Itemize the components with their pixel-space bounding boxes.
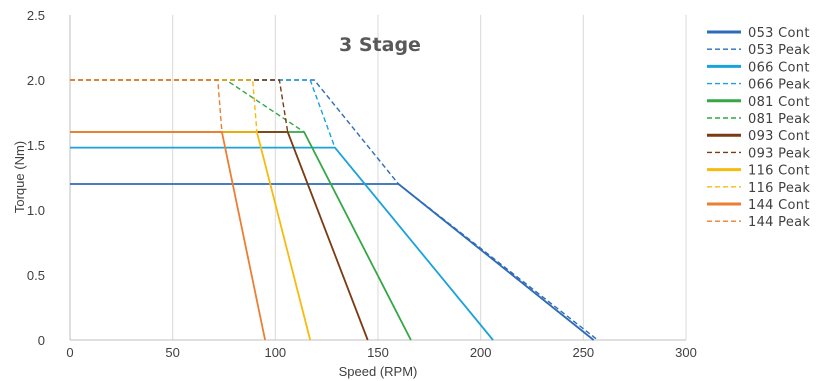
- series-144-peak: [70, 79, 223, 133]
- x-axis-label: Speed (RPM): [339, 364, 418, 379]
- legend-label: 144 Peak: [748, 215, 810, 230]
- legend-label: 066 Peak: [748, 78, 810, 93]
- series-053-peak: [70, 79, 599, 341]
- series-116-peak: [70, 79, 258, 133]
- series-144-cont: [70, 131, 266, 341]
- y-tick-label: 2.5: [27, 8, 45, 23]
- x-tick-label: 0: [66, 345, 73, 360]
- legend-label: 066 Cont: [748, 60, 810, 75]
- series-lines: [70, 79, 599, 341]
- series-066-cont: [70, 146, 494, 341]
- y-tick-label: 1.0: [27, 203, 45, 218]
- y-axis-ticks: 0 0.5 1.0 1.5 2.0 2.5: [27, 8, 45, 348]
- x-axis-ticks: 0 50 100 150 200 250 300: [66, 345, 696, 360]
- series-093-peak: [70, 79, 289, 133]
- legend-label: 093 Peak: [748, 146, 810, 161]
- legend: 053 Cont 053 Peak 066 Cont 066 Peak 081 Cont…: [707, 26, 810, 230]
- series-081-peak: [70, 79, 305, 133]
- x-tick-label: 250: [572, 345, 594, 360]
- axes: [69, 15, 686, 341]
- x-tick-label: 200: [470, 345, 492, 360]
- series-081-cont: [70, 131, 412, 341]
- x-tick-label: 300: [675, 345, 697, 360]
- legend-label: 116 Cont: [748, 164, 810, 179]
- legend-label: 053 Peak: [748, 43, 810, 58]
- grid-lines: [172, 15, 687, 340]
- series-066-peak: [70, 79, 336, 148]
- x-tick-label: 100: [264, 345, 286, 360]
- legend-label: 081 Cont: [748, 95, 810, 110]
- series-116-cont: [70, 131, 312, 341]
- legend-label: 116 Peak: [748, 181, 810, 196]
- x-tick-label: 50: [165, 345, 179, 360]
- legend-label: 081 Peak: [748, 112, 810, 127]
- y-tick-label: 1.5: [27, 138, 45, 153]
- y-tick-label: 0.5: [27, 268, 45, 283]
- y-tick-label: 2.0: [27, 73, 45, 88]
- legend-label: 053 Cont: [748, 26, 810, 41]
- legend-label: 093 Cont: [748, 129, 810, 144]
- y-tick-label: 0: [38, 333, 45, 348]
- chart-title: 3 Stage: [339, 34, 421, 56]
- series-093-cont: [70, 131, 369, 341]
- series-053-cont: [70, 183, 595, 341]
- legend-label: 144 Cont: [748, 198, 810, 213]
- y-axis-label: Torque (Nm): [12, 141, 27, 213]
- x-tick-label: 150: [367, 345, 389, 360]
